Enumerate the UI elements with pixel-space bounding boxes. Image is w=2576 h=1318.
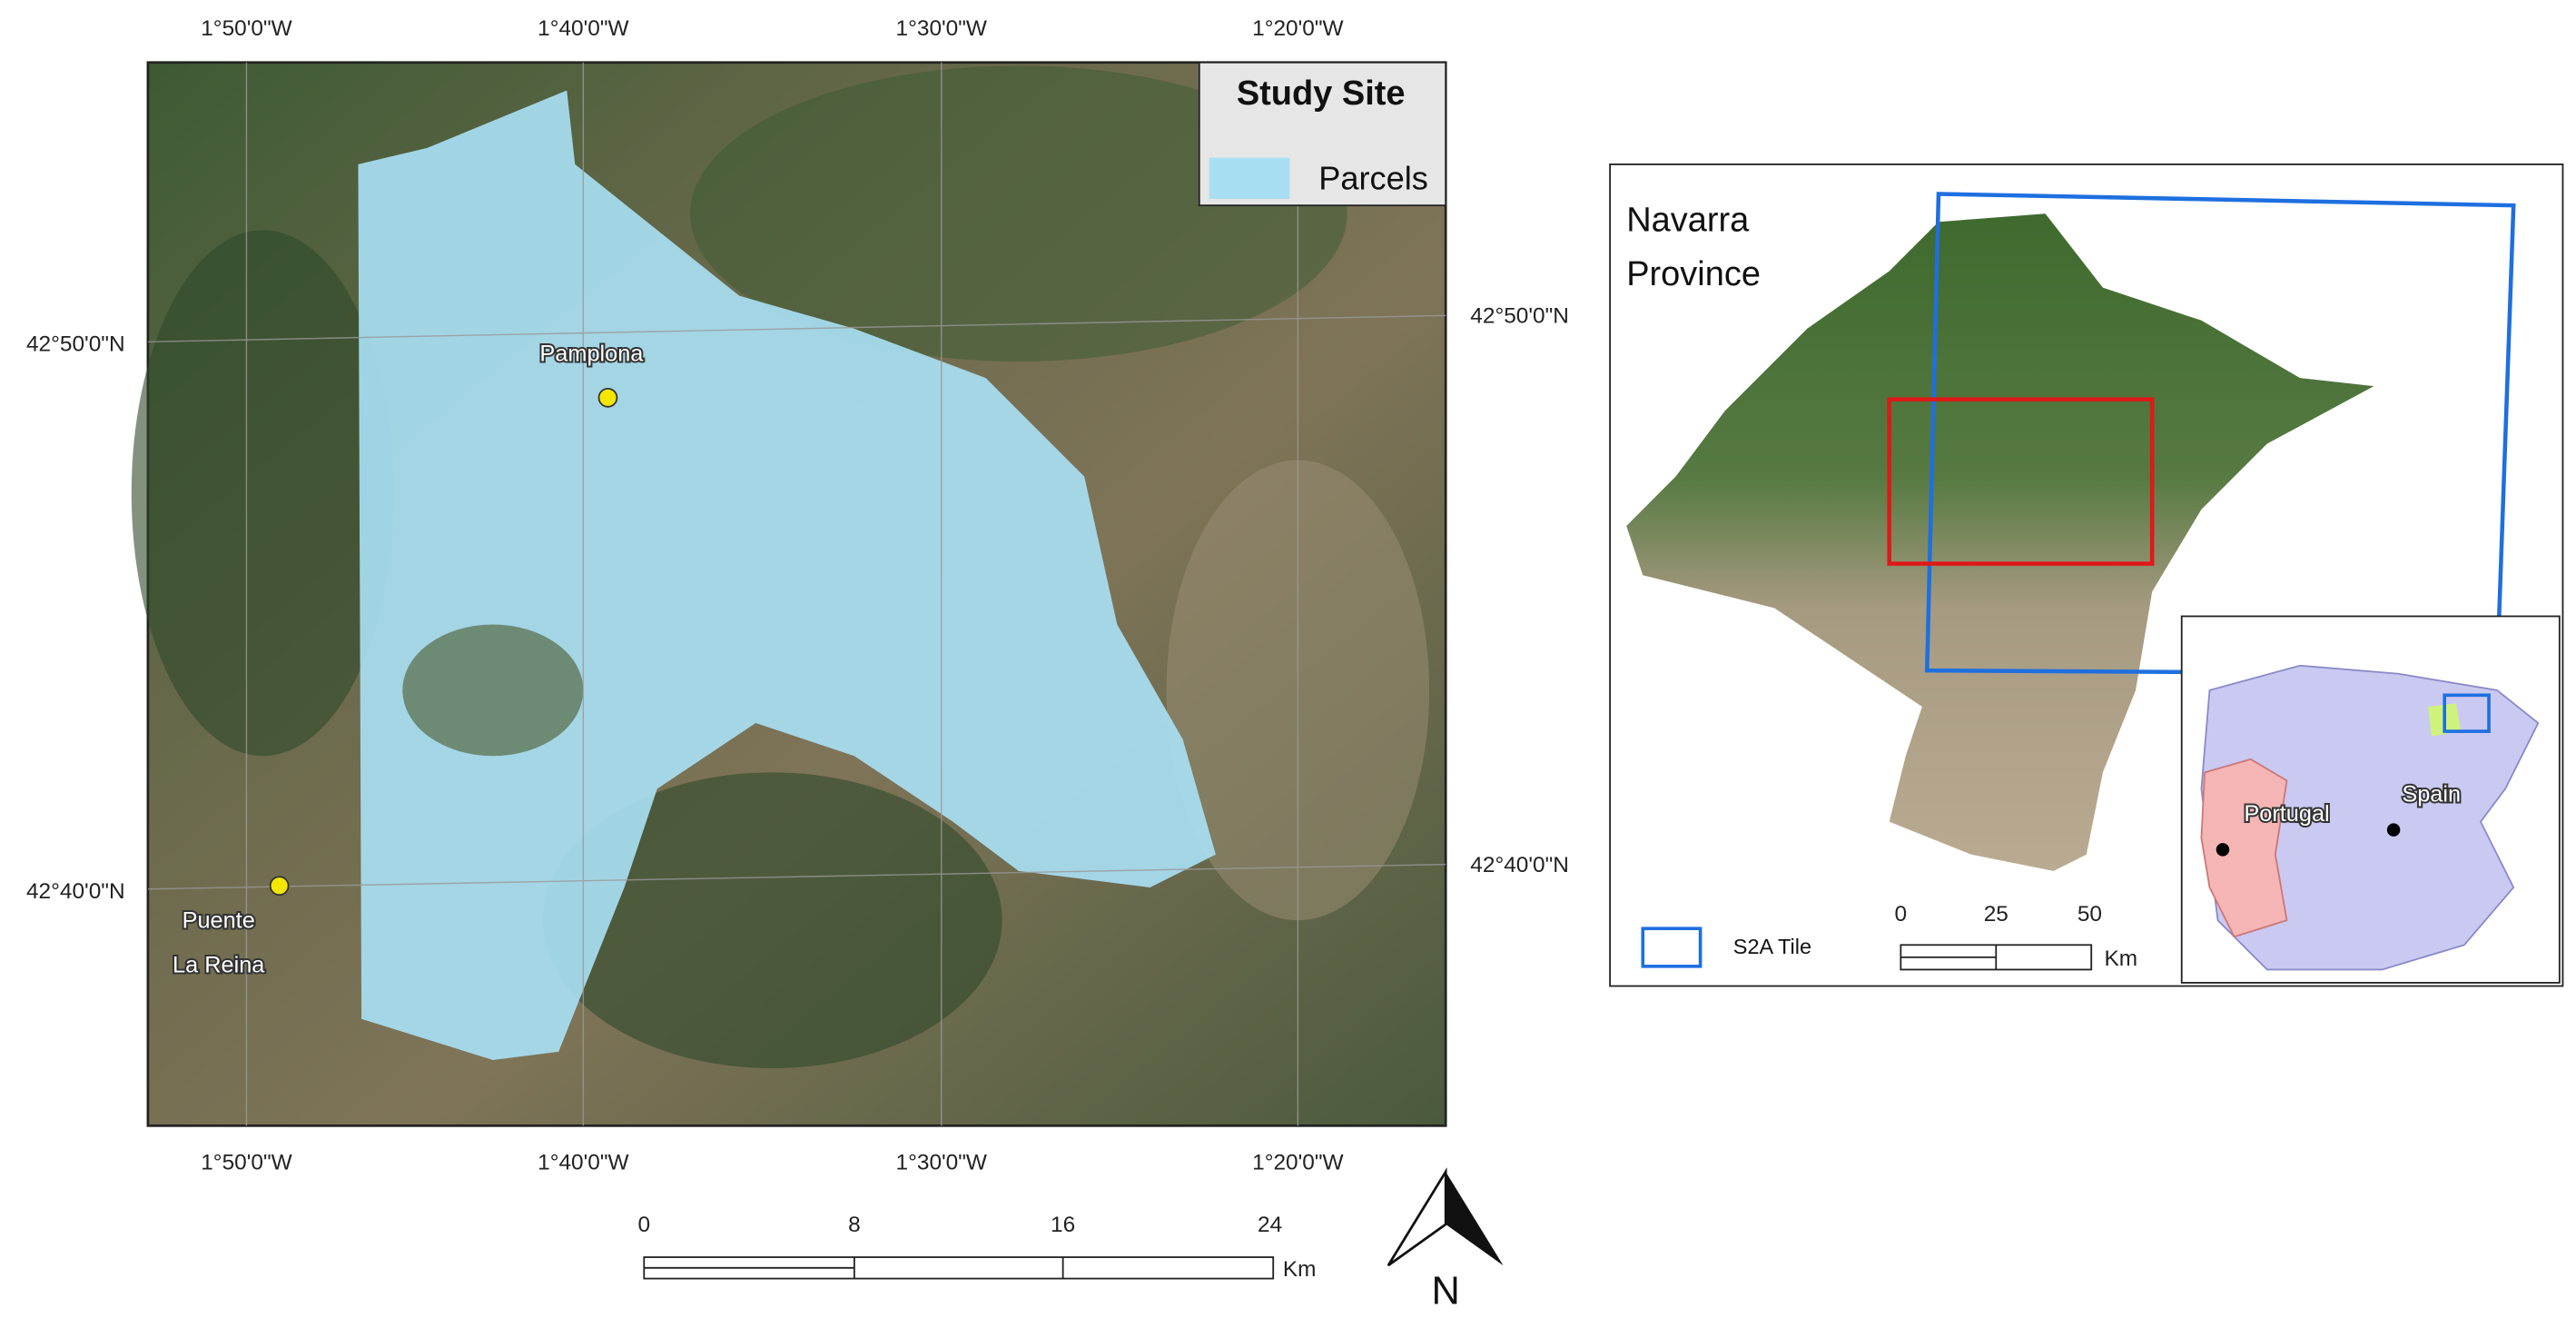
- scale-label: 8: [848, 1213, 861, 1237]
- legend-swatch: [1209, 157, 1290, 199]
- grid-line: [147, 863, 1446, 890]
- scale-label: 16: [1051, 1213, 1075, 1237]
- scale-label: 25: [1984, 902, 2008, 927]
- legend: Study Site Parcels: [1198, 61, 1447, 207]
- capital-dot: [2386, 823, 2401, 837]
- graticule-label: 1°30'0"W: [896, 1150, 987, 1174]
- capital-dot: [2216, 843, 2230, 857]
- main-map: 1°50'0"W 1°40'0"W 1°30'0"W 1°20'0"W 1°50…: [26, 16, 1569, 1174]
- inset-map: Navarra Province S2A Tile 0 25 50 Km Por…: [1609, 164, 2564, 987]
- graticule-label: 1°50'0"W: [201, 16, 291, 41]
- graticule-label: 42°40'0"N: [26, 879, 125, 904]
- study-site-box: [1887, 397, 2155, 566]
- legend-swatch: [1641, 927, 1703, 968]
- hills: [402, 624, 584, 757]
- graticule: [147, 62, 1446, 1126]
- place-dot: [269, 876, 290, 897]
- country-label: Spain: [2402, 781, 2461, 807]
- grid-line: [147, 314, 1446, 343]
- iberia: [2200, 664, 2540, 971]
- scale-unit: Km: [2104, 946, 2137, 971]
- north-label: N: [1432, 1269, 1460, 1313]
- forest: [542, 772, 1002, 1068]
- legend-title: Study Site: [1237, 74, 1406, 113]
- graticule-label: 1°20'0"W: [1252, 16, 1343, 41]
- forest: [689, 65, 1347, 362]
- graticule-label: 1°50'0"W: [201, 1150, 291, 1174]
- scale-label: 0: [637, 1213, 650, 1237]
- place-label: Puente: [183, 908, 255, 934]
- north-arrow: N: [1387, 1167, 1504, 1313]
- place-label: Pamplona: [539, 341, 644, 366]
- tile-box: [2443, 693, 2491, 733]
- inset-scale-bar: 0 25 50 Km: [1895, 902, 2138, 971]
- place-label: La Reina: [173, 953, 265, 978]
- scale-bar: 0 8 16 24 Km: [637, 1213, 1316, 1282]
- scale-unit: Km: [1283, 1257, 1317, 1282]
- graticule-label: 1°30'0"W: [896, 16, 987, 41]
- place-dot: [597, 387, 618, 408]
- forest: [131, 230, 395, 757]
- locator-map: Portugal Spain: [2180, 615, 2561, 984]
- scale-label: 0: [1895, 902, 1908, 927]
- graticule-label: 1°20'0"W: [1252, 1150, 1343, 1174]
- inset-title: Navarra: [1626, 201, 1750, 239]
- scale-label: 24: [1258, 1213, 1282, 1237]
- country-label: Portugal: [2244, 801, 2329, 827]
- graticule-label: 1°40'0"W: [538, 16, 628, 41]
- legend-label: S2A Tile: [1733, 935, 1811, 958]
- graticule-label: 1°40'0"W: [538, 1150, 628, 1174]
- graticule-label: 42°40'0"N: [1470, 853, 1569, 877]
- arrow-right: [1446, 1171, 1504, 1266]
- navarra-region: [1626, 213, 2374, 871]
- arrow-left: [1387, 1167, 1447, 1267]
- portugal: [2200, 758, 2288, 938]
- inset-title: Province: [1626, 255, 1761, 293]
- graticule-label: 42°50'0"N: [1470, 304, 1569, 329]
- legend-label: Parcels: [1318, 160, 1428, 197]
- scale-label: 50: [2078, 902, 2102, 927]
- graticule-label: 42°50'0"N: [26, 332, 125, 356]
